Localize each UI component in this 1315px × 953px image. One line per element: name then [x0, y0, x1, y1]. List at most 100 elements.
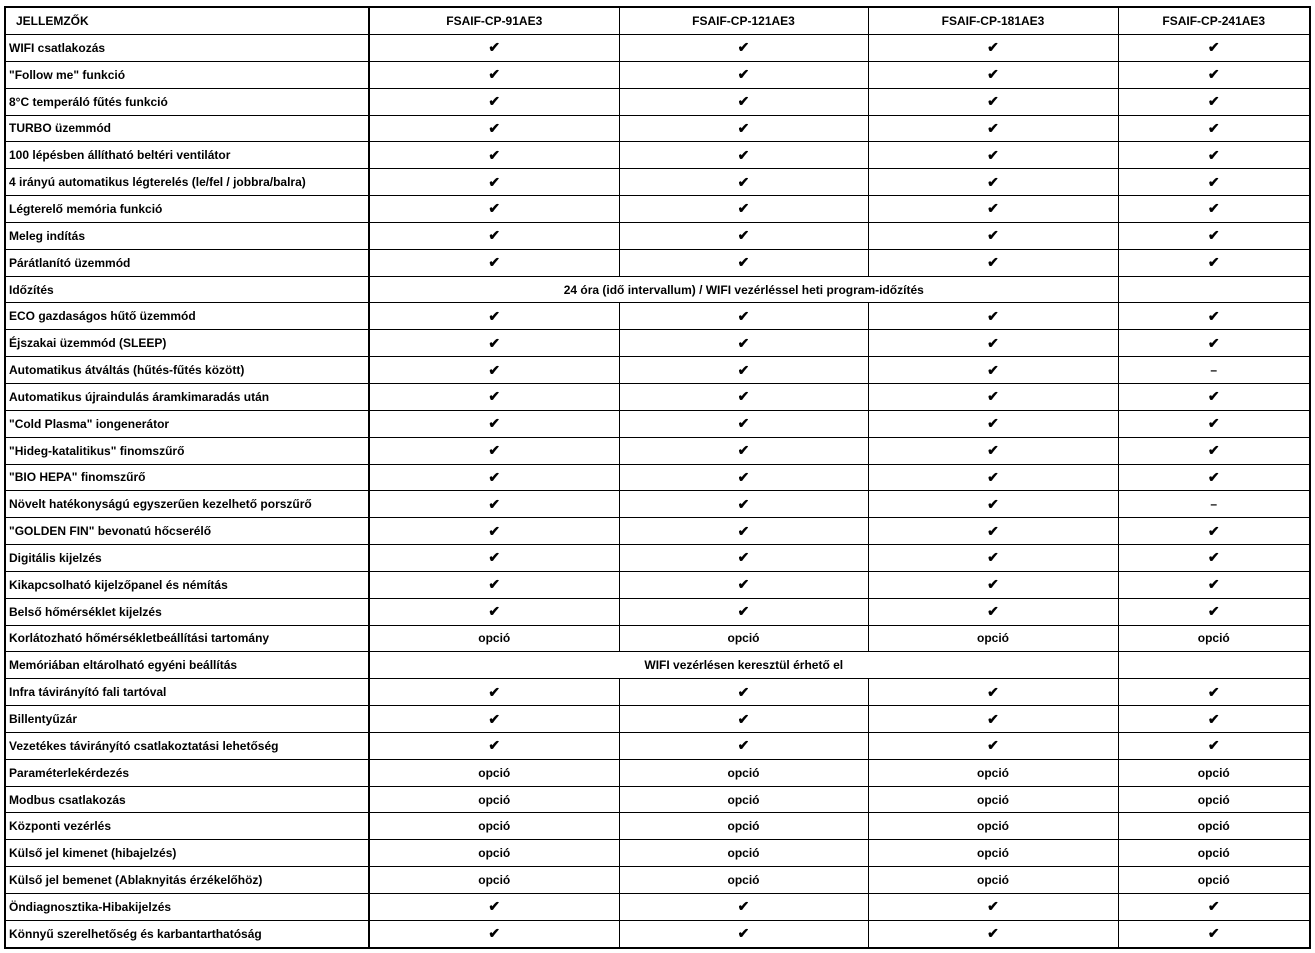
check-icon: ✔ — [368, 87, 620, 116]
option-value: opció — [867, 785, 1119, 814]
table-row: Billentyűzár ✔ ✔ ✔ ✔ — [4, 705, 1311, 733]
feature-comparison-table: JELLEMZŐK FSAIF-CP-91AE3 FSAIF-CP-121AE3… — [4, 6, 1311, 949]
option-value: opció — [1117, 785, 1311, 814]
feature-label: Külső jel kimenet (hibajelzés) — [4, 839, 370, 868]
merged-value-cell: 24 óra (idő intervallum) / WIFI vezérlés… — [368, 275, 1119, 304]
table-row: ECO gazdaságos hűtő üzemmód ✔ ✔ ✔ ✔ — [4, 302, 1311, 331]
table-row: Paraméterlekérdezés opció opció opció opció — [4, 758, 1311, 787]
check-icon: ✔ — [867, 329, 1119, 358]
feature-label: 4 irányú automatikus légterelés (le/fel … — [4, 168, 370, 197]
feature-label: "GOLDEN FIN" bevonatú hőcserélő — [4, 517, 370, 546]
table-row: "Cold Plasma" iongenerátor ✔ ✔ ✔ ✔ — [4, 409, 1311, 438]
check-icon: ✔ — [618, 490, 869, 519]
check-icon: ✔ — [1117, 195, 1311, 223]
check-icon: ✔ — [368, 570, 620, 599]
check-icon: ✔ — [867, 678, 1119, 707]
table-row: "GOLDEN FIN" bevonatú hőcserélő ✔ ✔ ✔ ✔ — [4, 517, 1311, 546]
merged-value-cell: WIFI vezérlésen keresztül érhető el — [368, 651, 1119, 680]
check-icon: ✔ — [1117, 919, 1311, 949]
feature-label: Memóriában eltárolható egyéni beállítás — [4, 651, 370, 680]
check-icon: ✔ — [368, 919, 620, 949]
check-icon: ✔ — [368, 597, 620, 626]
check-icon: ✔ — [368, 168, 620, 197]
feature-label: Vezetékes távirányító csatlakoztatási le… — [4, 731, 370, 760]
check-icon: ✔ — [1117, 60, 1311, 89]
option-value: opció — [618, 624, 869, 653]
option-value: opció — [867, 866, 1119, 894]
check-icon: ✔ — [368, 356, 620, 384]
check-icon: ✔ — [368, 490, 620, 519]
check-icon: ✔ — [618, 382, 869, 411]
check-icon: ✔ — [867, 463, 1119, 492]
check-icon: ✔ — [1117, 517, 1311, 546]
check-icon: ✔ — [867, 168, 1119, 197]
option-value: opció — [618, 839, 869, 868]
feature-label: Automatikus újraindulás áramkimaradás ut… — [4, 382, 370, 411]
check-icon: ✔ — [618, 705, 869, 733]
feature-label: Infra távirányító fali tartóval — [4, 678, 370, 707]
option-value: opció — [1117, 758, 1311, 787]
feature-label: 100 lépésben állítható beltéri ventiláto… — [4, 141, 370, 170]
check-icon: ✔ — [867, 302, 1119, 331]
feature-label: Könnyű szerelhetőség és karbantarthatósá… — [4, 919, 370, 949]
check-icon: ✔ — [1117, 221, 1311, 250]
check-icon: ✔ — [368, 436, 620, 465]
check-icon: ✔ — [368, 678, 620, 707]
table-row: Infra távirányító fali tartóval ✔ ✔ ✔ ✔ — [4, 678, 1311, 707]
feature-label: 8°C temperáló fűtés funkció — [4, 87, 370, 116]
check-icon: ✔ — [368, 463, 620, 492]
check-icon: ✔ — [867, 356, 1119, 384]
check-icon: ✔ — [368, 60, 620, 89]
check-icon: ✔ — [867, 221, 1119, 250]
option-value: opció — [618, 785, 869, 814]
feature-label: Automatikus átváltás (hűtés-fűtés között… — [4, 356, 370, 384]
check-icon: ✔ — [368, 248, 620, 277]
table-row: Éjszakai üzemmód (SLEEP) ✔ ✔ ✔ ✔ — [4, 329, 1311, 358]
check-icon: ✔ — [368, 114, 620, 143]
table-row: Automatikus átváltás (hűtés-fűtés között… — [4, 356, 1311, 384]
check-icon: ✔ — [618, 570, 869, 599]
option-value: opció — [368, 866, 620, 894]
feature-label: Öndiagnosztika-Hibakijelzés — [4, 893, 370, 921]
table-row: Meleg indítás ✔ ✔ ✔ ✔ — [4, 221, 1311, 250]
check-icon: ✔ — [618, 597, 869, 626]
check-icon: ✔ — [1117, 409, 1311, 438]
check-icon: ✔ — [368, 517, 620, 546]
header-row: JELLEMZŐK FSAIF-CP-91AE3 FSAIF-CP-121AE3… — [4, 6, 1311, 35]
check-icon: ✔ — [368, 731, 620, 760]
feature-label: Párátlanító üzemmód — [4, 248, 370, 277]
check-icon: ✔ — [867, 517, 1119, 546]
check-icon: ✔ — [368, 221, 620, 250]
table-row: Párátlanító üzemmód ✔ ✔ ✔ ✔ — [4, 248, 1311, 277]
feature-label: Légterelő memória funkció — [4, 195, 370, 223]
check-icon: ✔ — [867, 382, 1119, 411]
check-icon: ✔ — [368, 409, 620, 438]
check-icon: ✔ — [618, 221, 869, 250]
check-icon: ✔ — [618, 893, 869, 921]
feature-label: Időzítés — [4, 275, 370, 304]
option-value: opció — [368, 812, 620, 841]
option-value: opció — [1117, 624, 1311, 653]
check-icon: ✔ — [1117, 463, 1311, 492]
option-value: opció — [867, 839, 1119, 868]
check-icon: ✔ — [368, 382, 620, 411]
check-icon: ✔ — [867, 87, 1119, 116]
check-icon: ✔ — [867, 544, 1119, 572]
feature-label: Növelt hatékonyságú egyszerűen kezelhető… — [4, 490, 370, 519]
check-icon: ✔ — [368, 544, 620, 572]
check-icon: ✔ — [618, 195, 869, 223]
check-icon: ✔ — [368, 34, 620, 62]
table-row: Központi vezérlés opció opció opció opció — [4, 812, 1311, 841]
feature-label: Billentyűzár — [4, 705, 370, 733]
check-icon: ✔ — [618, 517, 869, 546]
feature-label: Külső jel bemenet (Ablaknyitás érzékelőh… — [4, 866, 370, 894]
option-value: opció — [1117, 866, 1311, 894]
option-value: opció — [1117, 839, 1311, 868]
check-icon: ✔ — [1117, 382, 1311, 411]
check-icon: ✔ — [368, 705, 620, 733]
feature-label: "Hideg-katalitikus" finomszűrő — [4, 436, 370, 465]
check-icon: ✔ — [867, 490, 1119, 519]
check-icon: ✔ — [867, 570, 1119, 599]
check-icon: ✔ — [368, 302, 620, 331]
table-row: Korlátozható hőmérsékletbeállítási tarto… — [4, 624, 1311, 653]
